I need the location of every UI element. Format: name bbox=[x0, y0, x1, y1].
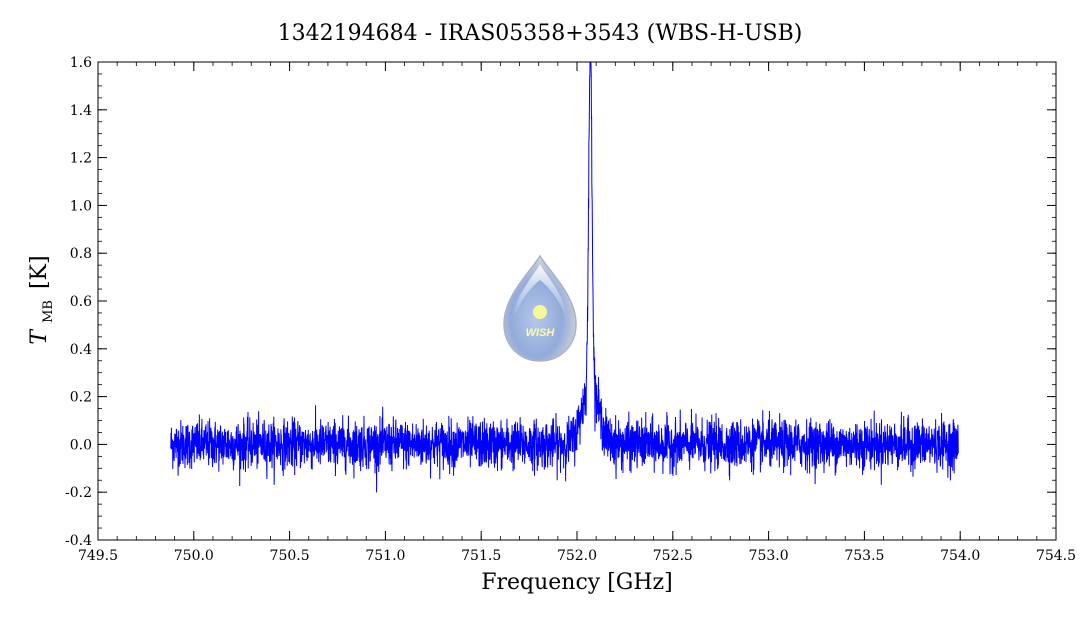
y-tick-label: 0.2 bbox=[70, 390, 92, 406]
y-tick-label: 1.6 bbox=[70, 55, 92, 71]
spectrum-series bbox=[170, 61, 959, 493]
x-tick-label: 750.5 bbox=[270, 548, 310, 564]
svg-text:T MB [K]: T MB [K] bbox=[27, 255, 58, 344]
y-tick-label: -0.2 bbox=[65, 485, 92, 501]
plot-frame bbox=[97, 61, 1057, 541]
wish-logo-text: WISH bbox=[526, 327, 556, 339]
x-tick-label: 754.5 bbox=[1036, 548, 1076, 564]
y-axis-label: T MB [K] bbox=[27, 255, 58, 344]
x-tick-label: 752.0 bbox=[557, 548, 597, 564]
y-tick-label: 1.4 bbox=[70, 103, 92, 119]
y-axis-label-main: T bbox=[27, 328, 52, 345]
x-tick-label: 754.0 bbox=[940, 548, 980, 564]
wish-logo-watermark: WISH bbox=[503, 254, 577, 362]
axes: 749.5 750.0 750.5 751.0 751.5 752.0 752.5 753.0… bbox=[65, 55, 1076, 564]
y-axis-label-unit: [K] bbox=[27, 255, 52, 289]
y-tick-label: -0.4 bbox=[65, 533, 92, 549]
y-tick-label: 0.6 bbox=[70, 294, 92, 310]
y-axis-label-sub: MB bbox=[41, 300, 56, 323]
x-tick-label: 751.0 bbox=[365, 548, 405, 564]
y-tick-label: 0.0 bbox=[70, 437, 92, 453]
spectrum-line bbox=[170, 61, 959, 493]
y-tick-label: 0.4 bbox=[70, 342, 92, 358]
x-tick-label: 751.5 bbox=[461, 548, 501, 564]
x-tick-label: 750.0 bbox=[174, 548, 214, 564]
x-tick-label: 752.5 bbox=[653, 548, 693, 564]
x-tick-label: 749.5 bbox=[78, 548, 118, 564]
y-tick-label: 1.0 bbox=[70, 198, 92, 214]
chart-title: 1342194684 - IRAS05358+3543 (WBS-H-USB) bbox=[278, 21, 803, 46]
x-tick-label: 753.5 bbox=[844, 548, 884, 564]
y-tick-label: 0.8 bbox=[70, 246, 92, 262]
x-axis-label: Frequency [GHz] bbox=[481, 570, 673, 595]
y-tick-label: 1.2 bbox=[70, 151, 92, 167]
x-tick-label: 753.0 bbox=[749, 548, 789, 564]
